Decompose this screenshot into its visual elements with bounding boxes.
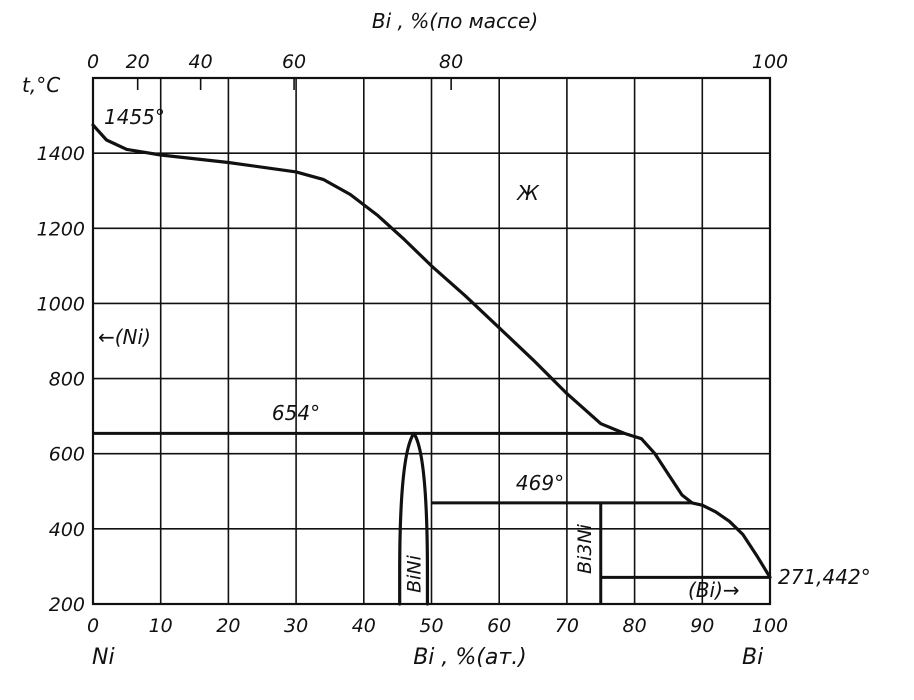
ni-solid-solution-label: ←(Ni) bbox=[98, 325, 151, 349]
x-tick-label: 60 bbox=[487, 615, 511, 637]
top-axis-title: Bi , %(по массе) bbox=[372, 9, 538, 33]
x-tick-label: 90 bbox=[690, 615, 714, 637]
x-tick-label: 30 bbox=[284, 615, 308, 637]
top-tick-label: 20 bbox=[126, 51, 150, 73]
x-tick-label: 10 bbox=[149, 615, 173, 637]
liquid-region-label: Ж bbox=[515, 181, 540, 205]
y-tick-label: 400 bbox=[49, 519, 85, 541]
y-tick-label: 600 bbox=[49, 444, 85, 466]
isotherm-469-label: 469° bbox=[516, 471, 564, 495]
top-tick-label: 80 bbox=[439, 51, 463, 73]
y-tick-label: 1000 bbox=[37, 293, 85, 315]
x-right-element-label: Bi bbox=[742, 645, 763, 670]
x-axis-label: Bi , %(ат.) bbox=[413, 645, 527, 670]
x-tick-label: 20 bbox=[216, 615, 240, 637]
x-tick-label: 0 bbox=[87, 615, 99, 637]
bi-solid-solution-label: (Bi)→ bbox=[688, 578, 740, 602]
melting-point-ni-label: 1455° bbox=[104, 105, 165, 129]
top-tick-label: 60 bbox=[282, 51, 306, 73]
top-tick-label: 40 bbox=[189, 51, 213, 73]
y-tick-label: 800 bbox=[49, 369, 85, 391]
liquidus-line bbox=[91, 123, 772, 579]
isotherm-654-label: 654° bbox=[272, 401, 320, 425]
y-tick-label: 1200 bbox=[37, 218, 85, 240]
x-tick-label: 80 bbox=[623, 615, 647, 637]
x-left-element-label: Ni bbox=[92, 645, 115, 670]
binI-phase-boundary bbox=[398, 431, 430, 606]
y-tick-label: 1400 bbox=[37, 143, 85, 165]
phase-label-bini: BiNi bbox=[404, 554, 426, 593]
y-tick-label: 200 bbox=[49, 594, 85, 616]
y-axis-label: t,°C bbox=[22, 73, 60, 97]
top-tick-label: 100 bbox=[752, 51, 788, 73]
x-tick-label: 40 bbox=[352, 615, 376, 637]
x-tick-label: 50 bbox=[419, 615, 443, 637]
top-tick-label: 0 bbox=[87, 51, 99, 73]
melting-point-bi-label: 271,442° bbox=[778, 565, 871, 589]
phase-label-bi3ni: Bi3Ni bbox=[574, 523, 596, 574]
x-tick-label: 100 bbox=[752, 615, 788, 637]
x-tick-label: 70 bbox=[555, 615, 579, 637]
